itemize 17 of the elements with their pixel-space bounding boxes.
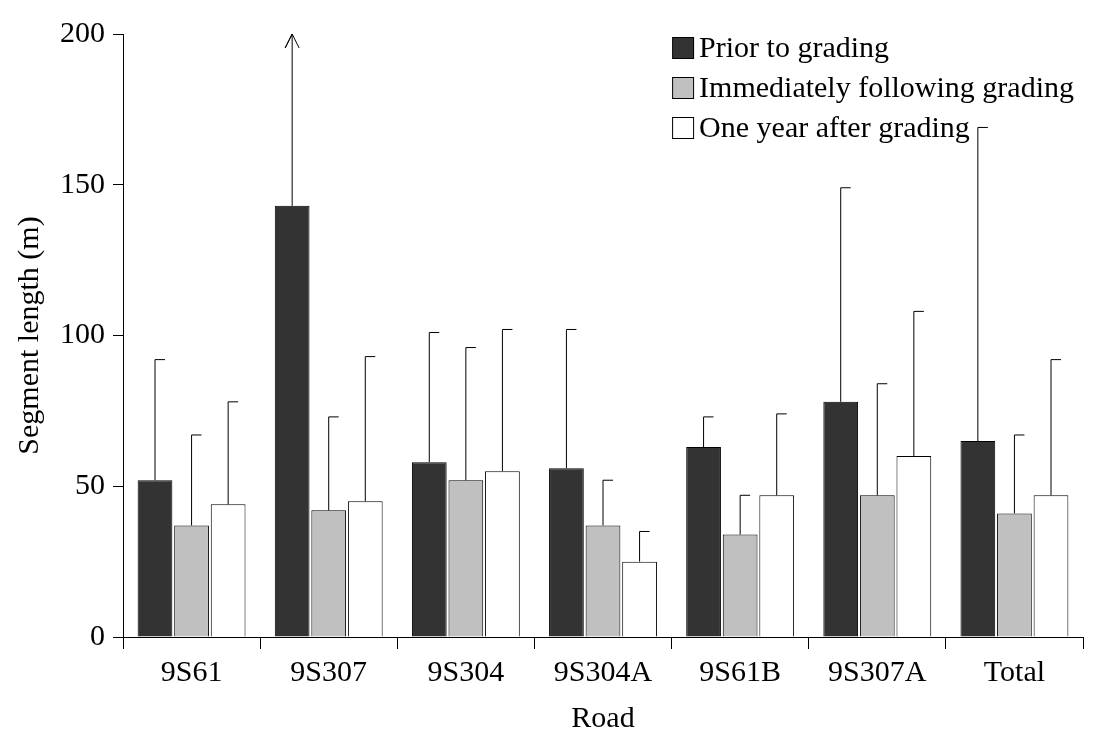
x-tick-label: Total (983, 653, 1046, 687)
x-axis-title: Road (571, 699, 635, 733)
y-tick-label: 0 (90, 617, 105, 651)
y-tick-label: 50 (75, 467, 105, 501)
x-tick-label: 9S61B (699, 653, 781, 687)
y-axis-title: Segment length (m) (10, 216, 45, 455)
x-tick-label: 9S304A (553, 653, 653, 687)
y-tick-label: 150 (60, 165, 105, 199)
x-tick-label: 9S307 (290, 653, 368, 687)
x-tick-label: 9S307A (828, 653, 927, 687)
legend-label: Prior to grading (699, 29, 890, 63)
y-tick-label: 100 (60, 316, 105, 350)
x-tick-label: 9S304 (427, 653, 505, 687)
y-tick-label: 200 (60, 14, 105, 48)
legend-label: Immediately following grading (699, 69, 1075, 103)
legend-label: One year after grading (699, 109, 970, 143)
x-tick-label: 9S61 (160, 653, 223, 687)
